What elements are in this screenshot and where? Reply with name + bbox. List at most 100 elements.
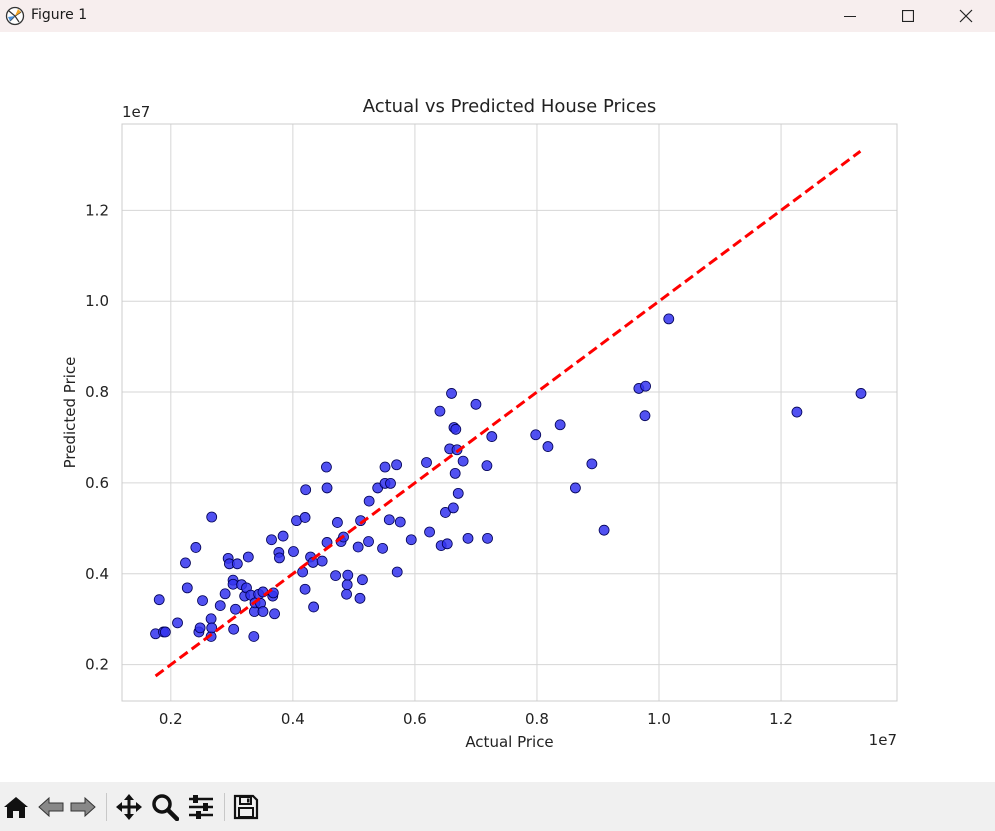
data-point	[321, 461, 332, 473]
data-point	[421, 457, 432, 468]
axes-frame	[121, 123, 898, 702]
data-point	[181, 582, 193, 594]
data-point	[341, 588, 352, 600]
data-point	[172, 617, 183, 629]
data-point	[197, 595, 208, 606]
minimize-button[interactable]	[821, 0, 879, 32]
data-point	[470, 398, 482, 410]
data-point	[274, 552, 285, 564]
data-point	[266, 534, 277, 546]
data-point	[530, 429, 542, 441]
data-point	[391, 566, 403, 578]
x-axis-offset-label: 1e7	[869, 731, 897, 749]
data-point	[214, 600, 226, 611]
x-tick-label: 1.0	[647, 710, 671, 728]
data-point	[205, 613, 217, 625]
data-point	[441, 538, 453, 550]
data-point	[354, 592, 366, 604]
data-point	[486, 431, 498, 442]
data-point	[379, 461, 391, 473]
data-point	[219, 588, 231, 600]
data-point	[248, 631, 260, 642]
data-point	[190, 542, 202, 553]
back-button[interactable]	[36, 791, 66, 823]
data-point	[153, 594, 165, 606]
grid	[122, 124, 897, 701]
data-point	[194, 622, 206, 634]
data-point	[341, 579, 353, 591]
data-point	[330, 570, 341, 582]
data-point	[206, 622, 218, 634]
data-point	[230, 603, 241, 615]
back-arrow-icon	[38, 796, 64, 818]
data-point	[180, 557, 191, 569]
figure-canvas[interactable]: 0.2 0.4 0.6 0.8 1.0 1.2 0.2 0.4 0.6 0.8 1.0 1.2 Ac…	[0, 32, 995, 782]
data-point	[297, 566, 309, 578]
zoom-button[interactable]	[150, 791, 180, 823]
y-axis-offset-label: 1e7	[122, 103, 150, 121]
configure-subplots-button[interactable]	[186, 791, 216, 823]
toolbar-separator	[106, 793, 107, 821]
toolbar-separator	[224, 793, 225, 821]
data-point	[363, 536, 374, 547]
data-point	[481, 460, 493, 472]
y-tick-label: 1.0	[85, 292, 109, 310]
app-icon	[5, 6, 25, 26]
y-axis-label: Predicted Price	[61, 357, 79, 469]
configure-subplots-icon	[189, 795, 213, 819]
y-tick-label: 0.2	[85, 656, 109, 674]
data-point	[316, 555, 328, 567]
close-button[interactable]	[937, 0, 995, 32]
y-tick-label: 0.8	[85, 383, 109, 401]
maximize-button[interactable]	[879, 0, 937, 32]
zoom-icon	[152, 794, 179, 821]
maximize-icon	[902, 10, 914, 22]
y-tick-label: 0.4	[85, 565, 109, 583]
data-point	[231, 558, 243, 570]
data-point	[288, 546, 299, 557]
data-point	[385, 477, 396, 489]
data-point	[277, 530, 289, 542]
data-point	[791, 406, 803, 418]
data-point	[308, 601, 320, 613]
data-point	[639, 410, 651, 422]
data-point	[242, 551, 254, 563]
y-tick-label: 0.6	[85, 474, 109, 492]
data-point	[663, 313, 675, 325]
x-tick-label: 0.4	[281, 710, 305, 728]
x-tick-label: 0.2	[159, 710, 183, 728]
x-tick-label: 1.2	[769, 710, 793, 728]
data-point	[299, 583, 311, 595]
chart-title: Actual vs Predicted House Prices	[363, 96, 657, 117]
y-tick-label: 1.2	[85, 201, 109, 219]
close-icon	[959, 9, 973, 23]
navigation-toolbar	[0, 782, 995, 831]
data-point	[159, 626, 171, 638]
data-point	[352, 541, 364, 553]
pan-button[interactable]	[114, 791, 144, 823]
home-button[interactable]	[1, 791, 31, 823]
window-title: Figure 1	[31, 7, 88, 23]
pan-icon	[116, 794, 142, 820]
data-point	[405, 534, 417, 546]
forward-button[interactable]	[68, 791, 98, 823]
data-point	[300, 484, 312, 496]
data-point	[452, 487, 464, 499]
x-tick-label: 0.6	[403, 710, 427, 728]
data-point	[440, 507, 451, 518]
data-point	[434, 405, 446, 417]
data-point	[257, 606, 269, 617]
home-icon	[4, 797, 28, 818]
data-point	[586, 458, 598, 470]
data-point	[855, 388, 867, 399]
data-point	[446, 388, 457, 399]
data-point	[321, 482, 333, 494]
data-point	[424, 526, 435, 538]
minimize-icon	[844, 16, 856, 17]
data-point	[228, 623, 240, 635]
data-points	[150, 313, 867, 642]
y-tick-labels: 0.2 0.4 0.6 0.8 1.0 1.2	[85, 201, 109, 673]
data-point	[449, 467, 461, 479]
data-point	[299, 512, 311, 523]
save-button[interactable]	[231, 791, 261, 823]
